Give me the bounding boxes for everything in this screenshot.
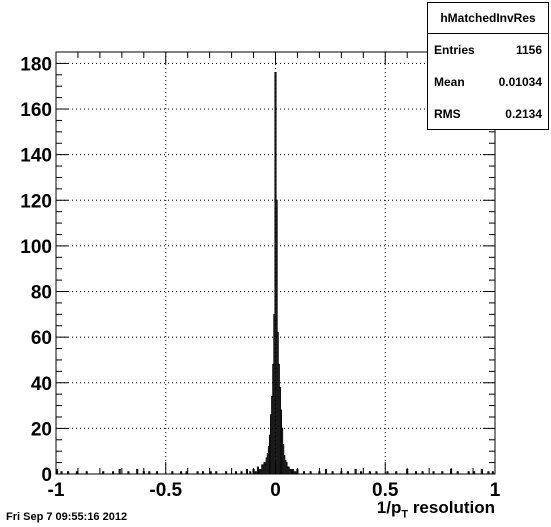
x-axis-title-subscript: T xyxy=(401,508,409,521)
mean-label: Mean xyxy=(434,75,465,89)
y-tick-label-6: 120 xyxy=(20,191,52,212)
stats-box: hMatchedInvRes Entries 1156 Mean 0.01034… xyxy=(427,2,549,130)
y-tick-label-1: 20 xyxy=(31,419,52,440)
mean-value: 0.01034 xyxy=(498,75,542,89)
histogram-series xyxy=(56,72,495,475)
stats-entries-row: Entries 1156 xyxy=(428,34,548,66)
x-tick-label-0: -1 xyxy=(48,480,65,501)
stats-rms-row: RMS 0.2134 xyxy=(428,98,548,130)
x-axis-title-prefix: 1/p xyxy=(376,498,402,517)
rms-value: 0.2134 xyxy=(505,107,542,121)
entries-value: 1156 xyxy=(515,43,542,57)
y-tick-label-4: 80 xyxy=(31,283,52,304)
y-tick-label-7: 140 xyxy=(20,146,52,167)
y-tick-label-9: 180 xyxy=(20,54,52,75)
stats-mean-row: Mean 0.01034 xyxy=(428,66,548,98)
x-tick-label-4: 1 xyxy=(490,480,501,501)
y-tick-label-3: 60 xyxy=(31,328,52,349)
y-tick-label-8: 160 xyxy=(20,100,52,121)
x-axis-title-suffix: resolution xyxy=(408,498,495,517)
y-tick-label-0: 0 xyxy=(41,465,52,486)
entries-label: Entries xyxy=(434,43,475,57)
x-tick-label-1: -0.5 xyxy=(149,480,182,501)
rms-label: RMS xyxy=(434,107,461,121)
x-tick-label-3: 0.5 xyxy=(372,480,399,501)
timestamp-footer: Fri Sep 7 09:55:16 2012 xyxy=(6,511,128,523)
stats-title: hMatchedInvRes xyxy=(428,3,548,34)
x-axis-title: 1/pT resolution xyxy=(377,498,495,520)
y-tick-label-2: 40 xyxy=(31,374,52,395)
y-tick-label-5: 100 xyxy=(20,237,52,258)
x-tick-label-2: 0 xyxy=(270,480,281,501)
